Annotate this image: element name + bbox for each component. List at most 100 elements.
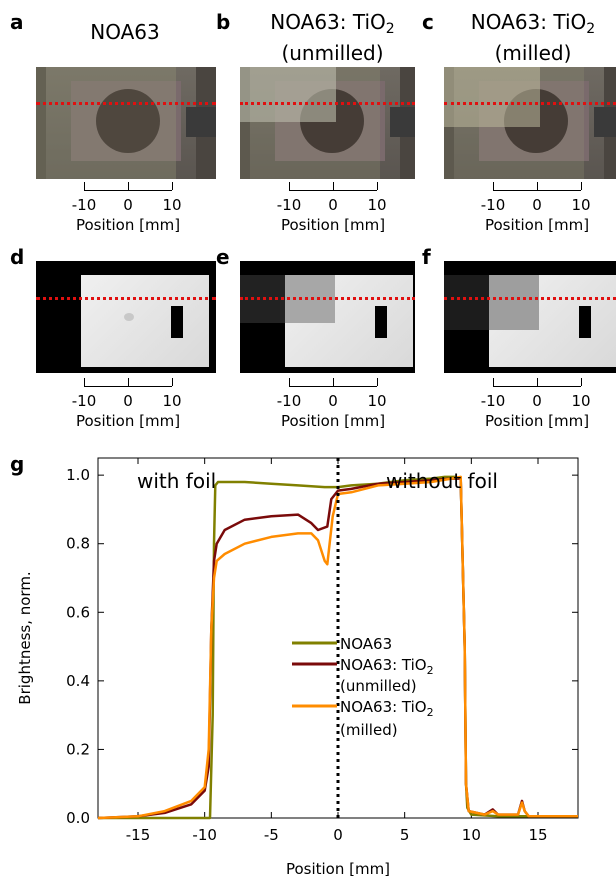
plot-frame [97,457,579,819]
guide-line-c [444,102,616,105]
scalebar-line [84,386,172,387]
scalebar-tick [172,182,173,190]
scalebar-tick [333,378,334,386]
scalebar-label: Position [mm] [484,216,590,234]
xray-milled [444,261,616,373]
panel-letter-a: a [10,10,24,34]
guide-line-f [444,297,616,300]
scalebar-tick [128,378,129,386]
y-tick-label: 0.4 [66,672,90,690]
scalebar-label: Position [mm] [75,216,181,234]
scalebar-line [493,386,581,387]
panel-title-b: NOA63: TiO2 (unmilled) [250,10,415,65]
scalebar-tick-label: 0 [328,392,338,410]
x-tick-label: -5 [264,826,279,844]
y-tick-label: 0.8 [66,535,90,553]
scalebar-label: Position [mm] [484,412,590,430]
legend-label-unmilled-line2: (unmilled) [340,677,417,695]
scalebar-tick [537,182,538,190]
photo-milled [444,67,616,179]
guide-line-a [36,102,216,105]
scalebar-tick [172,378,173,386]
panel-letter-c: c [422,10,434,34]
scalebar-tick [128,182,129,190]
scalebar-tick-label: 10 [367,392,387,410]
x-axis-label: Position [mm] [286,860,390,878]
annotation-with-foil: with foil [137,469,216,493]
legend-label-unmilled: NOA63: TiO2 [340,656,434,677]
scalebar-tick-label: 0 [532,196,542,214]
photo-unmilled [240,67,415,179]
y-tick-label: 0.0 [66,809,90,827]
panel-title-c-sub: 2 [586,21,596,37]
scalebar-label: Position [mm] [280,412,386,430]
xray-noa63 [36,261,216,373]
y-tick-label: 0.2 [66,740,90,758]
scalebar-label: Position [mm] [75,412,181,430]
y-axis-label: Brightness, norm. [16,571,34,704]
scalebar-tick-label: -10 [71,196,97,214]
legend: NOA63 NOA63: TiO2 (unmilled) NOA63: TiO2… [292,635,434,739]
scalebar-tick [537,378,538,386]
legend-label-noa63: NOA63 [340,635,392,653]
guide-line-e [240,297,415,300]
x-tick-label: -10 [192,826,217,844]
scalebar-tick [289,182,290,190]
scalebar-tick-label: 0 [123,392,133,410]
legend-label-unmilled-sub: 2 [427,664,434,677]
panel-letter-g: g [10,452,25,476]
scalebar-tick-label: 10 [571,392,591,410]
scalebar-line [84,190,172,191]
panel-title-c-line2: (milled) [494,41,572,65]
scalebar-tick [84,378,85,386]
scalebar-tick-label: 10 [367,196,387,214]
scalebar-tick [581,182,582,190]
scalebar-tick-label: 10 [571,196,591,214]
photo-noa63 [36,67,216,179]
panel-letter-e: e [216,245,230,269]
y-ticks: 0.0 0.2 0.4 0.6 0.8 1.0 [66,466,578,827]
x-ticks: -15 -10 -5 0 5 10 15 [126,458,548,844]
legend-label-milled-line2: (milled) [340,721,398,739]
scalebar-tick-label: -10 [276,392,302,410]
y-tick-label: 0.6 [66,603,90,621]
x-tick-label: -15 [126,826,151,844]
legend-label-milled-main: NOA63: TiO [340,698,427,716]
scalebar-tick-label: -10 [276,196,302,214]
scalebar-tick [377,182,378,190]
scalebar-tick-label: 0 [328,196,338,214]
scalebar-tick-label: -10 [71,392,97,410]
scalebar-tick-label: -10 [480,392,506,410]
panel-title-c-main: NOA63: TiO [470,10,587,34]
legend-label-milled-sub: 2 [427,706,434,719]
scalebar-tick [377,378,378,386]
scalebar-label: Position [mm] [280,216,386,234]
guide-line-d [36,297,216,300]
panel-title-a: NOA63 [90,20,160,44]
panel-title-b-line2: (unmilled) [281,41,384,65]
scalebar-line [493,190,581,191]
scalebar-tick-label: -10 [480,196,506,214]
y-tick-label: 1.0 [66,466,90,484]
scalebar-tick [333,182,334,190]
scalebar-line [289,386,377,387]
guide-line-b [240,102,415,105]
scalebar-tick [493,378,494,386]
panel-title-b-main: NOA63: TiO [270,10,386,34]
scalebar-tick [493,182,494,190]
scalebar-tick [581,378,582,386]
scalebar-tick-label: 10 [162,196,182,214]
panel-letter-d: d [10,245,25,269]
scalebar-line [289,190,377,191]
legend-label-milled: NOA63: TiO2 [340,698,434,719]
x-tick-label: 5 [400,826,410,844]
scalebar-tick-label: 0 [123,196,133,214]
legend-label-unmilled-main: NOA63: TiO [340,656,427,674]
scalebar-tick [84,182,85,190]
panel-letter-b: b [216,10,231,34]
x-tick-label: 10 [462,826,481,844]
x-tick-label: 15 [528,826,547,844]
scalebar-tick [289,378,290,386]
panel-title-c: NOA63: TiO2 (milled) [450,10,616,65]
